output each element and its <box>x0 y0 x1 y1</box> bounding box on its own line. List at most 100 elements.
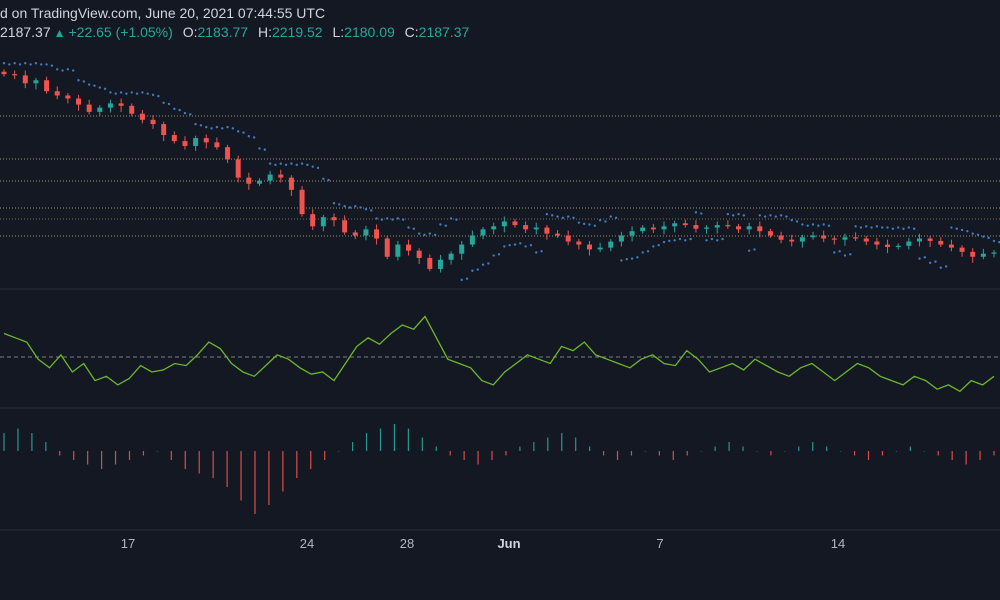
sar-dot <box>263 148 267 151</box>
sar-dot <box>971 232 974 235</box>
candle-body <box>33 80 39 84</box>
candle-body <box>970 251 976 257</box>
low-label: L: <box>332 24 345 40</box>
ohlc-readout: 2187.37 ▲ +22.65 (+1.05%) O:2183.77 H:2219… <box>0 24 469 40</box>
sar-dot <box>417 232 421 235</box>
sar-dot <box>827 224 831 227</box>
sar-dot <box>561 216 565 219</box>
sar-dot <box>151 93 155 97</box>
histogram-bar <box>421 437 423 451</box>
sar-dot <box>98 86 102 89</box>
sar-dot <box>662 240 666 244</box>
sar-dot <box>284 163 288 167</box>
sar-dot <box>290 162 293 165</box>
sar-dot <box>976 233 980 237</box>
sar-dot <box>747 249 751 252</box>
sar-dot <box>556 215 559 218</box>
sar-dot <box>907 226 911 229</box>
sar-dot <box>497 253 501 256</box>
candle-body <box>746 226 752 230</box>
histogram-bar <box>505 451 507 456</box>
histogram-bar <box>477 451 479 465</box>
histogram-bar <box>993 451 995 456</box>
candle-body <box>736 226 742 230</box>
sar-dot <box>173 107 176 111</box>
sar-dot <box>167 102 171 106</box>
histogram-bar <box>714 446 716 451</box>
sar-dot <box>226 125 229 129</box>
candle-body <box>693 225 699 229</box>
candle-body <box>714 225 720 228</box>
sar-dot <box>449 217 453 220</box>
sar-dot <box>471 269 474 272</box>
x-tick-label: 24 <box>299 536 315 551</box>
sar-dot <box>359 206 362 209</box>
sar-dot <box>236 130 240 133</box>
sar-dot <box>566 215 570 218</box>
sar-dot <box>407 226 410 229</box>
candle-body <box>895 245 901 248</box>
candle-body <box>948 244 954 248</box>
candle-body <box>640 227 646 232</box>
sar-dot <box>838 250 841 253</box>
candle-body <box>906 241 912 246</box>
sar-dot <box>242 131 245 134</box>
histogram-bar <box>575 437 577 451</box>
sar-dot <box>811 223 815 226</box>
histogram-bar <box>296 451 298 478</box>
sar-dot <box>801 223 804 226</box>
histogram-bar <box>909 446 911 451</box>
candle-body <box>352 232 358 236</box>
histogram-bar <box>533 442 535 451</box>
histogram-bar <box>826 446 828 451</box>
candle-body <box>533 227 539 230</box>
sar-dot <box>444 224 447 227</box>
candle-body <box>1 71 7 75</box>
candle-body <box>885 244 891 248</box>
open-label: O: <box>182 24 198 40</box>
histogram-bar <box>393 424 396 451</box>
sar-dot <box>668 239 671 243</box>
sar-dot <box>902 227 905 230</box>
histogram-bar <box>156 451 158 452</box>
histogram-bar <box>867 451 870 460</box>
histogram-bar <box>923 451 925 452</box>
sar-dot <box>24 62 27 65</box>
candle-body <box>991 252 997 254</box>
histogram-bar <box>449 451 451 456</box>
sar-dot <box>476 268 479 271</box>
sar-dot <box>769 214 772 217</box>
sar-dot <box>247 135 251 138</box>
sar-dot <box>162 101 165 104</box>
histogram-bar <box>184 451 186 469</box>
sar-dot <box>412 227 416 230</box>
histogram-bar <box>142 451 145 456</box>
sar-dot <box>274 163 277 167</box>
candle-body <box>650 227 656 230</box>
sar-dot <box>503 245 506 248</box>
sar-dot <box>29 63 32 66</box>
candle-body <box>459 244 465 254</box>
sar-dot <box>322 177 325 181</box>
candle-body <box>76 98 82 105</box>
sar-dot <box>641 251 644 254</box>
histogram-bar <box>268 451 270 505</box>
sar-dot <box>370 209 373 212</box>
candle-body <box>182 141 188 146</box>
sar-dot <box>955 227 958 230</box>
candle-body <box>107 103 113 108</box>
sar-dot <box>40 63 43 66</box>
histogram-bar <box>519 446 521 451</box>
candle-body <box>406 244 412 251</box>
sar-dot <box>18 63 22 66</box>
sar-dot <box>721 237 724 241</box>
histogram-bar <box>128 451 131 460</box>
histogram-bar <box>602 451 605 456</box>
sar-dot <box>588 223 591 226</box>
candle-body <box>491 226 497 230</box>
sar-dot <box>865 225 868 228</box>
candle-body <box>437 259 443 269</box>
candle-body <box>427 257 433 269</box>
candle-body <box>959 247 965 252</box>
histogram-bar <box>379 428 382 451</box>
